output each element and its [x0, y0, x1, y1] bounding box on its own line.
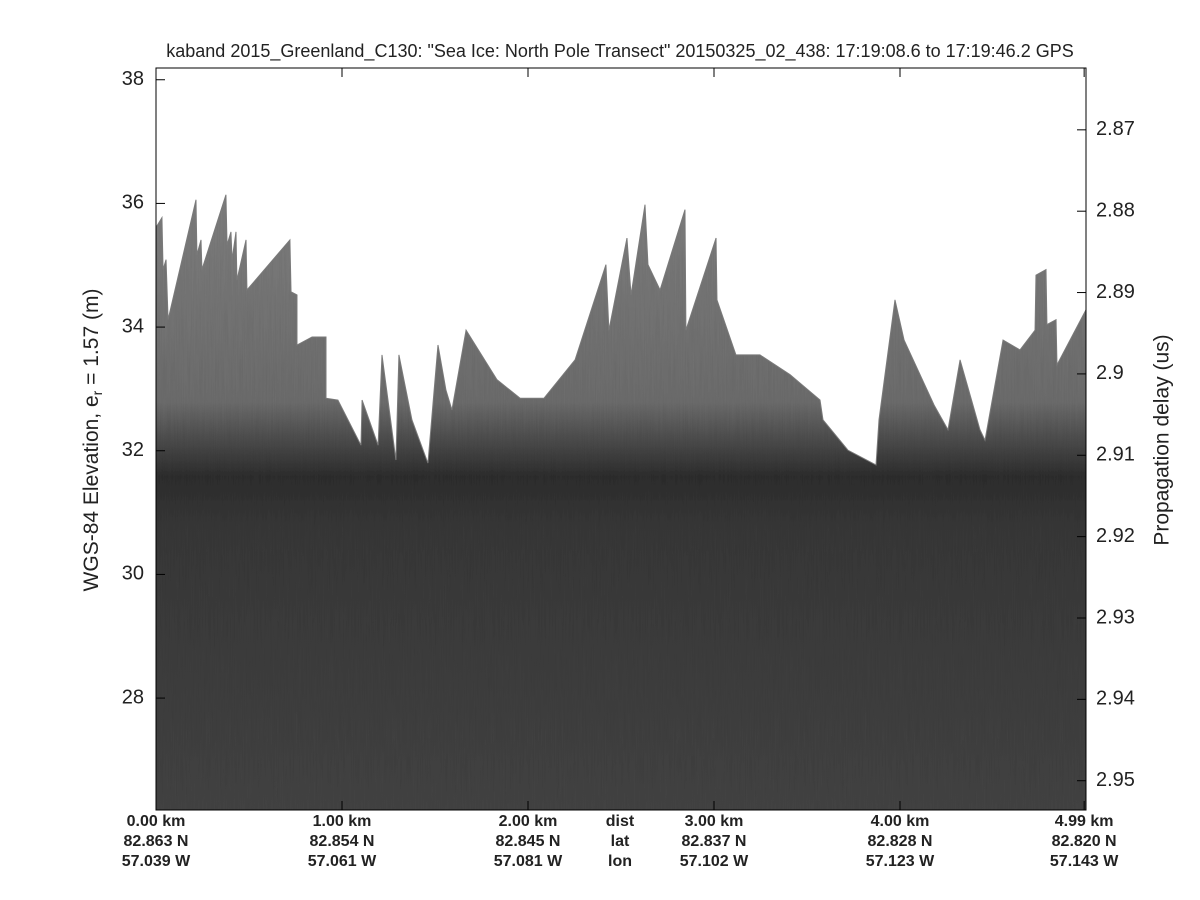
y-tick-label: 38	[122, 68, 144, 90]
y2-tick-label: 2.92	[1096, 525, 1135, 547]
row-label: lat	[611, 833, 630, 850]
y2-tick-label: 2.9	[1096, 362, 1124, 384]
y-label-text: WGS-84 Elevation, e	[80, 395, 103, 591]
lon-label: 57.143 W	[1050, 853, 1119, 870]
lat-label: 82.854 N	[310, 833, 375, 850]
row-label: dist	[606, 813, 635, 830]
y-tick-label: 30	[122, 563, 144, 585]
lon-label: 57.102 W	[680, 853, 749, 870]
plot-frame	[155, 67, 1087, 811]
y-label-sub: r	[89, 390, 105, 395]
x-tick-label: 4.99 km	[1055, 813, 1114, 830]
lon-label: 57.123 W	[866, 853, 935, 870]
y2-axis-label: Propagation delay (us)	[1151, 334, 1174, 545]
lon-label: 57.081 W	[494, 853, 563, 870]
lat-label: 82.863 N	[124, 833, 189, 850]
x-tick-label: 4.00 km	[871, 813, 930, 830]
x-tick-label: 3.00 km	[685, 813, 744, 830]
y-tick-label: 34	[122, 315, 144, 337]
surface-line	[155, 194, 1087, 466]
y2-tick-label: 2.94	[1096, 688, 1135, 710]
x-tick-label: 0.00 km	[127, 813, 186, 830]
lat-label: 82.837 N	[682, 833, 747, 850]
y2-tick-label: 2.91	[1096, 444, 1135, 466]
y-label-after: = 1.57 (m)	[80, 289, 103, 391]
y2-tick-label: 2.89	[1096, 281, 1135, 303]
y-tick-label: 32	[122, 439, 144, 461]
lat-label: 82.820 N	[1052, 833, 1117, 850]
chart-title: kaband 2015_Greenland_C130: "Sea Ice: No…	[166, 41, 1073, 62]
y2-tick-label: 2.87	[1096, 118, 1135, 140]
lat-label: 82.828 N	[868, 833, 933, 850]
y-axis-label: WGS-84 Elevation, er = 1.57 (m)	[80, 289, 105, 592]
y-tick-label: 28	[122, 686, 144, 708]
y2-tick-label: 2.95	[1096, 769, 1135, 791]
x-tick-label: 1.00 km	[313, 813, 372, 830]
lat-label: 82.845 N	[496, 833, 561, 850]
y2-tick-label: 2.93	[1096, 606, 1135, 628]
echogram-fill	[156, 194, 1086, 811]
row-label: lon	[608, 853, 632, 870]
lon-label: 57.061 W	[308, 853, 377, 870]
lon-label: 57.039 W	[122, 853, 191, 870]
y2-tick-label: 2.88	[1096, 199, 1135, 221]
y-tick-label: 36	[122, 192, 144, 214]
x-tick-label: 2.00 km	[499, 813, 558, 830]
